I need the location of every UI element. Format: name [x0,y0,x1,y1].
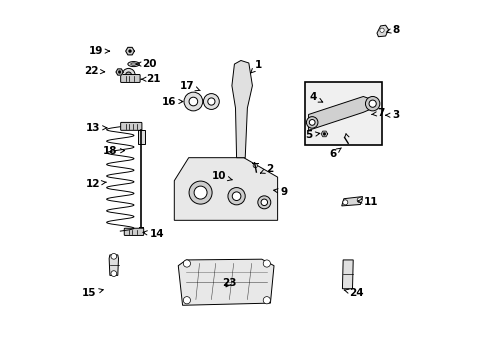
Circle shape [253,163,257,168]
Text: 22: 22 [84,66,104,76]
Circle shape [263,260,270,267]
Polygon shape [308,96,373,130]
Circle shape [183,297,190,304]
Text: 17: 17 [180,81,200,91]
Text: 2: 2 [260,164,273,174]
Polygon shape [231,60,252,158]
Circle shape [207,98,215,105]
Circle shape [189,97,197,106]
Polygon shape [376,25,387,37]
Polygon shape [178,259,273,305]
Circle shape [118,71,121,73]
Circle shape [263,297,270,304]
FancyBboxPatch shape [124,228,143,235]
Text: 6: 6 [328,148,341,159]
Circle shape [309,120,314,125]
Text: 7: 7 [371,108,384,118]
Circle shape [111,253,117,259]
FancyBboxPatch shape [121,122,142,130]
Text: 16: 16 [161,96,183,107]
Text: 5: 5 [305,130,319,140]
Circle shape [232,192,241,201]
Text: 11: 11 [357,197,378,207]
Polygon shape [125,48,134,55]
Circle shape [368,100,375,107]
Text: 19: 19 [89,46,109,56]
Polygon shape [321,131,327,137]
Circle shape [183,260,190,267]
Circle shape [189,181,212,204]
Ellipse shape [127,62,139,67]
Text: 8: 8 [386,24,399,35]
Circle shape [379,28,384,32]
Text: 21: 21 [141,74,161,84]
Polygon shape [174,158,277,220]
Circle shape [356,198,362,203]
Circle shape [342,200,347,205]
Text: 1: 1 [250,60,262,73]
Text: 20: 20 [136,59,156,69]
Circle shape [322,132,325,135]
Circle shape [257,196,270,209]
Circle shape [227,188,244,205]
Circle shape [122,68,135,81]
Circle shape [203,94,219,109]
Ellipse shape [130,63,136,66]
Text: 14: 14 [142,229,164,239]
Text: 9: 9 [273,186,287,197]
Polygon shape [116,69,123,75]
Polygon shape [109,255,118,275]
Text: 23: 23 [222,278,236,288]
Circle shape [111,271,117,276]
FancyBboxPatch shape [121,75,140,82]
Text: 12: 12 [86,179,106,189]
Text: 3: 3 [385,110,399,120]
Circle shape [183,92,203,111]
Polygon shape [341,197,362,206]
Text: 4: 4 [308,92,322,102]
Bar [137,130,144,144]
Text: 15: 15 [81,288,103,298]
Circle shape [261,199,267,206]
Bar [305,82,382,145]
Circle shape [365,96,379,111]
Text: 24: 24 [344,288,364,298]
Circle shape [125,72,131,78]
Circle shape [128,50,131,53]
Circle shape [306,117,317,128]
Text: 13: 13 [86,123,106,133]
Text: 10: 10 [212,171,232,181]
Polygon shape [342,260,352,289]
Circle shape [194,186,206,199]
Text: 18: 18 [103,146,124,156]
